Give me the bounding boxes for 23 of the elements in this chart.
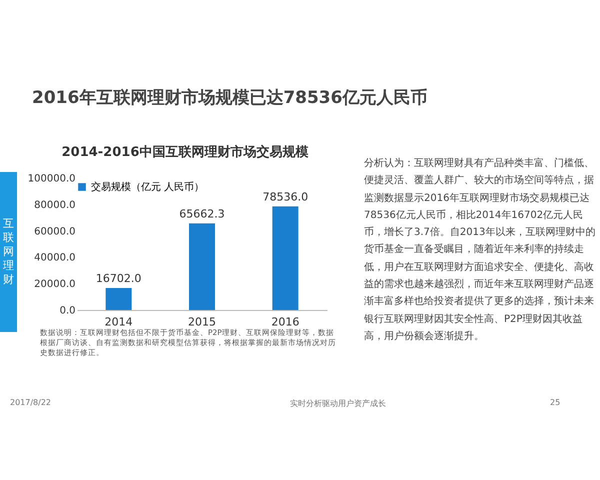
text: 2017/8/22 — [10, 398, 52, 407]
text: 实时分析驱动用户资产成长 — [290, 398, 386, 409]
text: 25 — [550, 398, 560, 407]
bar — [106, 288, 132, 310]
legend-label: 交易规模（亿元 人民币） — [91, 181, 204, 193]
y-tick-label: 20000.0 — [34, 279, 76, 290]
bar — [189, 223, 215, 310]
text: 互联网理财 — [0, 172, 17, 332]
x-tick-label: 2014 — [104, 316, 133, 328]
x-tick-label: 2016 — [271, 316, 300, 328]
y-tick-label: 40000.0 — [34, 252, 76, 264]
data-label: 65662.3 — [179, 207, 225, 220]
x-tick-label: 2015 — [188, 316, 216, 328]
bar — [272, 206, 298, 310]
data-label: 16702.0 — [96, 272, 142, 285]
y-tick-label: 80000.0 — [34, 200, 76, 211]
y-tick-label: 60000.0 — [34, 226, 76, 238]
chart-subtitle: 2014-2016中国互联网理财市场交易规模 — [60, 144, 310, 161]
data-label: 78536.0 — [262, 190, 308, 204]
y-tick-label: 100000.0 — [28, 174, 76, 184]
text: 分析认为：互联网理财具有产品种类丰富、门槛低、便捷灵活、覆盖人群广、较大的市场空间等特点，据监测数据显示2016年互联网理财市场交易规模已达 78536亿元人民币，相比2014年16702亿元人民币，增长了3.7倍。自2013年以来，互联网理财中的货币基金一直备受瞩目，随着近年来利率的持续走低，用户在互联网理财方面追求安全、便捷化、高收益的需求也越来越强烈，而近年来互联网理财产品逐渐丰富多样也给投资者提供了更多的选择，预计未来银行互联网理财因其安全性高、P2P理财因其收益高，用户份额会逐渐提升。 — [364, 158, 596, 342]
chart-title: 2016年互联网理财市场规模已达78536亿元人民币 — [32, 87, 428, 109]
y-tick-label: 0.0 — [60, 306, 76, 316]
